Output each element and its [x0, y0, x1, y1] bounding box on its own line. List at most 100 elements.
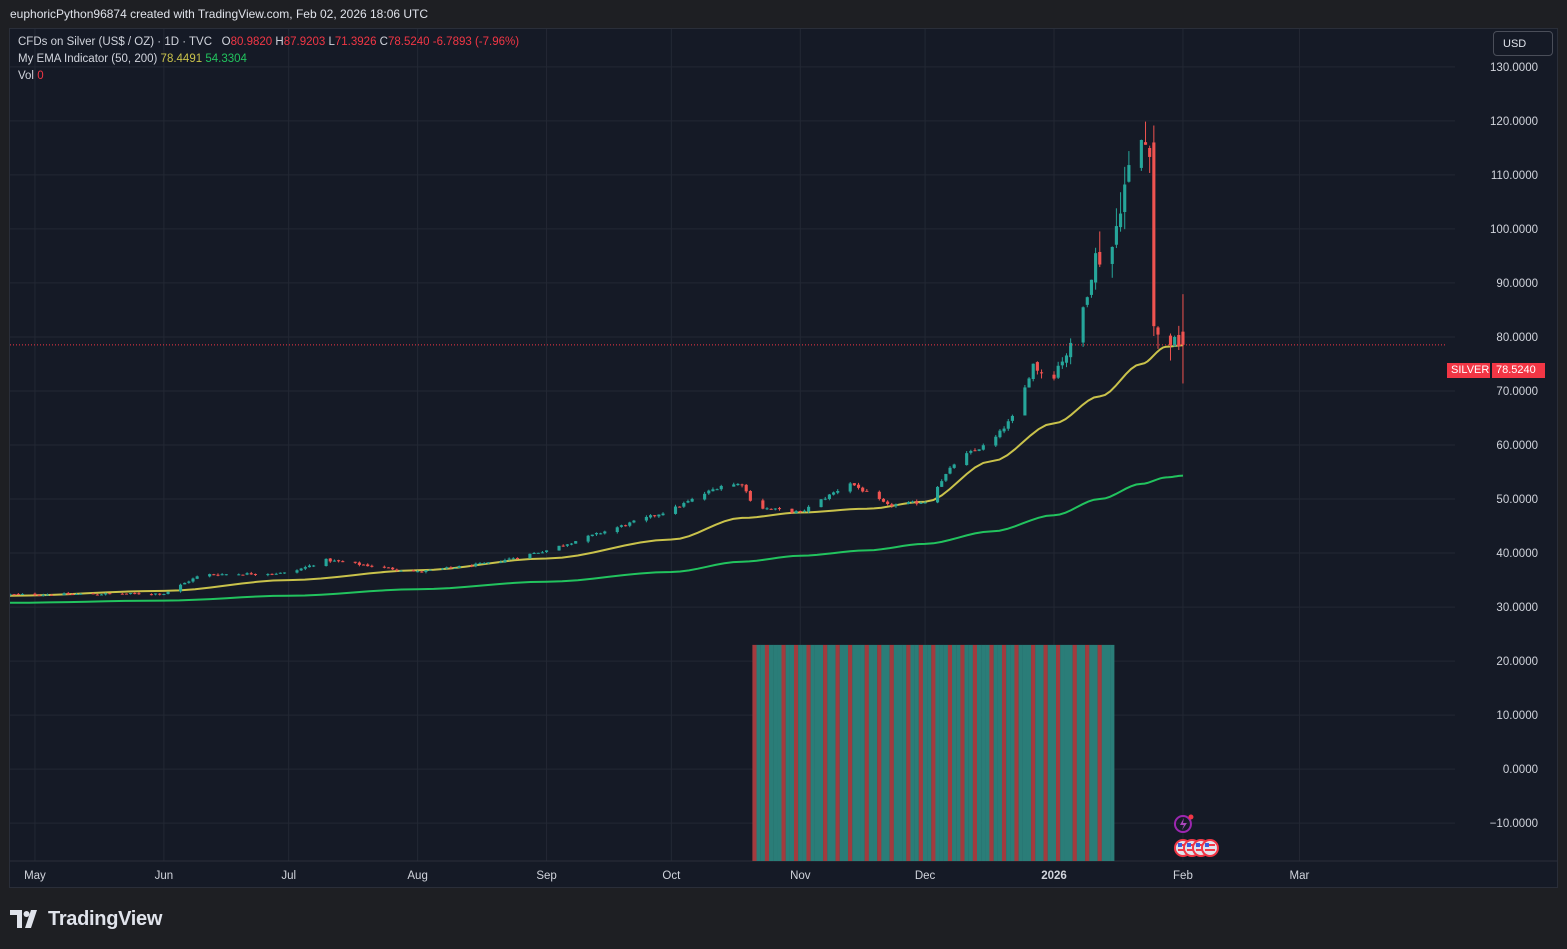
candle-body	[848, 483, 852, 492]
candle-body	[99, 594, 104, 596]
candle-body	[357, 562, 361, 565]
candle-body	[528, 553, 532, 559]
candle-body	[158, 593, 162, 595]
volume-bar	[981, 644, 986, 861]
volume-bar	[873, 644, 878, 861]
candle-body	[515, 557, 520, 559]
candle-body	[836, 491, 840, 493]
candle-body	[328, 558, 332, 562]
candle-body	[690, 498, 694, 502]
y-axis-tick-label: 130.0000	[1490, 62, 1538, 74]
candle-body	[1177, 334, 1181, 347]
volume-bar	[760, 644, 766, 861]
volume-bar	[806, 644, 811, 861]
candle-body	[370, 565, 374, 567]
candle-body	[973, 450, 977, 452]
flag-stripe	[1204, 844, 1215, 846]
candle-body	[62, 593, 66, 596]
volume-bar	[1093, 644, 1098, 861]
volume-bar	[1022, 644, 1028, 861]
candle-body	[1052, 374, 1056, 379]
candle-body	[149, 594, 153, 596]
candle-body	[594, 532, 599, 535]
candle-body	[382, 566, 386, 568]
candle-body	[391, 567, 395, 570]
volume-bar	[1085, 644, 1090, 861]
volume-bar	[785, 644, 790, 861]
candle-body	[732, 484, 736, 487]
volume-bar	[764, 644, 770, 861]
candle-body	[1035, 362, 1039, 371]
lightning-icon	[1179, 818, 1187, 830]
candle-body	[195, 576, 199, 579]
volume-bar	[839, 644, 845, 861]
volume-bar	[852, 644, 857, 861]
candle-body	[299, 568, 303, 571]
candle-body	[761, 500, 765, 509]
volume-bar	[843, 644, 849, 861]
flag-stripe	[1186, 844, 1197, 846]
candle-body	[41, 594, 45, 596]
candle-body	[1156, 327, 1160, 335]
candle-body	[678, 506, 682, 508]
candle-body	[765, 508, 769, 510]
volume-bar	[781, 644, 786, 861]
candle-body	[569, 543, 574, 545]
candle-body	[952, 464, 956, 468]
y-axis-tick-label: 70.0000	[1496, 386, 1538, 398]
currency-button[interactable]: USD	[1493, 31, 1553, 56]
candle-body	[386, 567, 391, 569]
chart-panel[interactable]: 130.0000 120.0000 110.0000 100.0000 90.0000 8…	[9, 28, 1558, 888]
candle-body	[449, 567, 453, 569]
candle-body	[856, 484, 861, 488]
candle-body	[644, 516, 648, 521]
flag-stripe	[1186, 849, 1197, 851]
volume-bar	[1105, 644, 1111, 861]
volume-bar	[910, 644, 915, 861]
candle-body	[353, 561, 357, 563]
candle-body	[337, 560, 341, 562]
candle-body	[911, 501, 915, 503]
volume-bar	[902, 644, 907, 861]
volume-label[interactable]: Vol	[18, 70, 34, 82]
volume-bar	[927, 644, 932, 861]
candle-body	[603, 531, 607, 534]
volume-bar	[964, 644, 969, 861]
volume-bar	[1089, 644, 1094, 861]
volume-bar	[835, 644, 840, 861]
volume-bar	[1056, 644, 1061, 861]
candle-body	[1148, 148, 1152, 157]
candle-body	[1152, 142, 1156, 327]
flag-canton	[1186, 843, 1191, 847]
volume-bar	[823, 644, 828, 861]
candle-body	[981, 445, 985, 450]
y-axis-tick-label: 0.0000	[1503, 764, 1538, 776]
y-axis-tick-label: 30.0000	[1496, 602, 1538, 614]
attribution-text: euphoricPython96874 created with Trading…	[10, 7, 429, 21]
volume-bar	[860, 644, 865, 861]
y-axis-tick-label: 40.0000	[1496, 548, 1538, 560]
candle-body	[478, 563, 482, 565]
volume-value: 0	[37, 70, 44, 82]
candle-body	[890, 504, 894, 507]
candle-body	[366, 564, 370, 567]
candle-body	[852, 483, 856, 486]
indicator-name[interactable]: My EMA Indicator (50, 200)	[18, 53, 158, 65]
candle-body	[511, 558, 515, 560]
candle-body	[278, 572, 282, 574]
candle-body	[212, 574, 216, 576]
candle-body	[682, 503, 686, 507]
price-tag-symbol: SILVER	[1447, 363, 1490, 378]
volume-bar	[972, 644, 978, 861]
candlestick-chart[interactable]: 130.0000 120.0000 110.0000 100.0000 90.0000 8…	[10, 29, 1557, 887]
symbol-title[interactable]: CFDs on Silver (US$ / OZ) · 1D · TVC	[18, 36, 213, 48]
candle-body	[1181, 331, 1185, 345]
y-axis-tick-label: −10.0000	[1490, 818, 1538, 830]
candle-body	[457, 566, 461, 568]
candle-body	[1089, 279, 1094, 295]
flag-stripe	[1195, 844, 1206, 846]
notification-dot-icon	[1188, 814, 1194, 820]
volume-bar	[752, 644, 757, 861]
legend-symbol-row: CFDs on Silver (US$ / OZ) · 1D · TVC O80…	[18, 34, 519, 51]
candle-body	[216, 574, 220, 576]
